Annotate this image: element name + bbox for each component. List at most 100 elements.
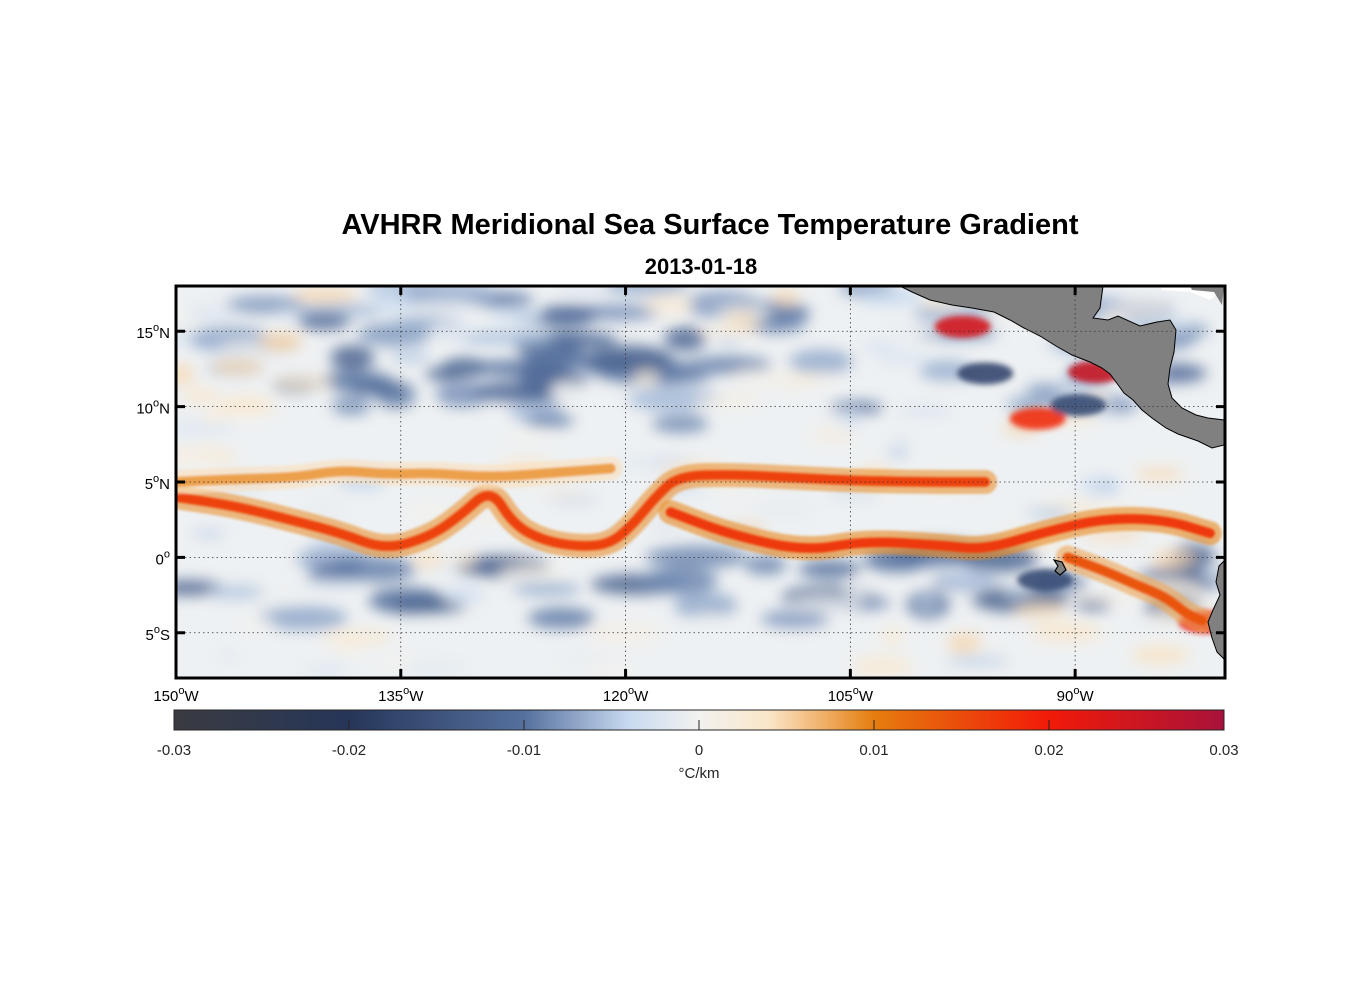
gradient-noise-cell bbox=[915, 597, 938, 610]
gradient-noise-cell bbox=[643, 293, 694, 315]
colorbar-tick-label: -0.01 bbox=[507, 742, 541, 759]
gradient-noise-cell bbox=[277, 308, 299, 320]
gradient-noise-cell bbox=[743, 484, 803, 505]
gradient-noise-cell bbox=[547, 494, 599, 506]
gradient-noise-cell bbox=[1086, 536, 1119, 548]
negative-gradient-cell bbox=[1025, 383, 1065, 397]
gradient-noise-cell bbox=[428, 320, 471, 342]
gradient-noise-cell bbox=[692, 397, 746, 409]
positive-patch bbox=[934, 315, 991, 338]
colorbar-label: °C/km bbox=[679, 765, 720, 782]
lat-label: 15oN bbox=[136, 322, 170, 342]
colorbar-tick-label: 0.02 bbox=[1034, 742, 1063, 759]
gradient-noise-cell bbox=[856, 287, 923, 307]
colorbar-tick-label: 0.03 bbox=[1209, 742, 1238, 759]
gradient-noise-cell bbox=[897, 405, 953, 416]
colorbar: -0.03 -0.02 -0.01 0 0.01 0.02 0.03 °C/km bbox=[157, 709, 1239, 782]
sst-gradient-field bbox=[176, 286, 1225, 678]
gradient-noise-cell bbox=[861, 341, 896, 353]
gradient-noise-cell bbox=[550, 381, 578, 403]
gradient-noise-cell bbox=[773, 287, 799, 306]
gradient-noise-cell bbox=[506, 430, 553, 442]
gradient-noise-cell bbox=[239, 616, 275, 631]
front-line bbox=[665, 507, 1216, 554]
gradient-noise-cell bbox=[556, 287, 611, 298]
gradient-noise-cell bbox=[498, 564, 566, 580]
gradient-noise-cell bbox=[412, 551, 445, 569]
gradient-noise-cell bbox=[938, 570, 998, 589]
gradient-noise-cell bbox=[589, 622, 660, 645]
gradient-noise-cell bbox=[208, 584, 265, 600]
gradient-noise-cell bbox=[395, 661, 467, 676]
gradient-noise-cell bbox=[379, 654, 414, 669]
gradient-noise-cell bbox=[1152, 550, 1195, 569]
colorbar-tick-label: -0.02 bbox=[332, 742, 366, 759]
gradient-noise-cell bbox=[1135, 467, 1184, 481]
gradient-noise-cell bbox=[376, 293, 412, 315]
negative-gradient-cell bbox=[297, 312, 350, 330]
lat-label: 5oS bbox=[146, 624, 170, 644]
central-america-land bbox=[899, 286, 1225, 449]
gradient-noise-cell bbox=[212, 358, 265, 375]
map-ticks bbox=[174, 286, 1225, 678]
gradient-noise-cell bbox=[691, 613, 730, 623]
gradient-noise-cell bbox=[887, 447, 910, 458]
negative-patch bbox=[1017, 569, 1074, 591]
gradient-noise-cell bbox=[1131, 645, 1189, 665]
colorbar-tick-label: 0 bbox=[695, 742, 703, 759]
gradient-noise-cell bbox=[888, 435, 913, 448]
south-america-land bbox=[1207, 559, 1225, 661]
figure-subtitle: 2013-01-18 bbox=[645, 254, 758, 279]
gradient-noise-cell bbox=[389, 349, 430, 364]
lat-label: 5oN bbox=[145, 473, 170, 493]
gradient-noise-cell bbox=[881, 627, 904, 646]
gradient-noise-cell bbox=[441, 584, 486, 604]
gradient-noise-cell bbox=[490, 307, 543, 323]
gradient-noise-cell bbox=[300, 578, 371, 590]
gradient-noise-cell bbox=[756, 500, 814, 520]
negative-gradient-cell bbox=[789, 349, 853, 374]
gradient-noise-cell bbox=[273, 374, 333, 391]
gradient-noise-cell bbox=[215, 651, 242, 661]
colorbar-tick-label: 0.01 bbox=[859, 742, 888, 759]
land-mask bbox=[899, 286, 1225, 661]
temperature-fronts bbox=[176, 456, 1223, 633]
negative-gradient-cell bbox=[537, 305, 597, 327]
gradient-noise-cell bbox=[845, 580, 873, 601]
negative-gradient-cell bbox=[524, 413, 575, 428]
negative-gradient-cell bbox=[441, 357, 487, 379]
negative-gradient-cell bbox=[330, 345, 375, 371]
negative-gradient-cell bbox=[652, 415, 709, 433]
lon-label: 120oW bbox=[603, 685, 649, 705]
negative-gradient-cell bbox=[257, 606, 348, 630]
negative-gradient-cell bbox=[664, 326, 707, 352]
latitude-labels: 15oN 10oN 5oN 0o 5oS bbox=[136, 322, 170, 644]
negative-patch bbox=[957, 362, 1014, 385]
negative-gradient-cell bbox=[798, 560, 862, 579]
negative-gradient-cell bbox=[513, 361, 572, 380]
gradient-noise-cell bbox=[322, 630, 393, 644]
negative-gradient-cell bbox=[331, 395, 371, 416]
gradient-noise-cell bbox=[1096, 480, 1119, 492]
negative-patch bbox=[1050, 394, 1107, 417]
gradient-noise-cell bbox=[306, 497, 347, 518]
colorbar-tick-label: -0.03 bbox=[157, 742, 191, 759]
gradient-noise-cell bbox=[182, 388, 218, 403]
negative-gradient-cell bbox=[397, 286, 497, 309]
gradient-noise-cell bbox=[192, 529, 226, 539]
gradient-noise-cell bbox=[454, 553, 475, 567]
front-line bbox=[176, 463, 616, 487]
front-line bbox=[1062, 552, 1208, 626]
gradient-noise-cell bbox=[176, 329, 192, 348]
gradient-noise-cell bbox=[729, 368, 789, 389]
gradient-noise-cell bbox=[1015, 602, 1066, 619]
negative-gradient-cell bbox=[389, 598, 467, 613]
gradient-noise-cell bbox=[886, 323, 944, 335]
gradient-noise-cell bbox=[555, 647, 613, 669]
negative-gradient-cell bbox=[760, 609, 829, 628]
lat-label: 10oN bbox=[136, 398, 170, 418]
lon-label: 135oW bbox=[378, 685, 424, 705]
negative-gradient-cell bbox=[673, 592, 738, 619]
front-line bbox=[176, 469, 991, 552]
lon-label: 90oW bbox=[1057, 685, 1095, 705]
